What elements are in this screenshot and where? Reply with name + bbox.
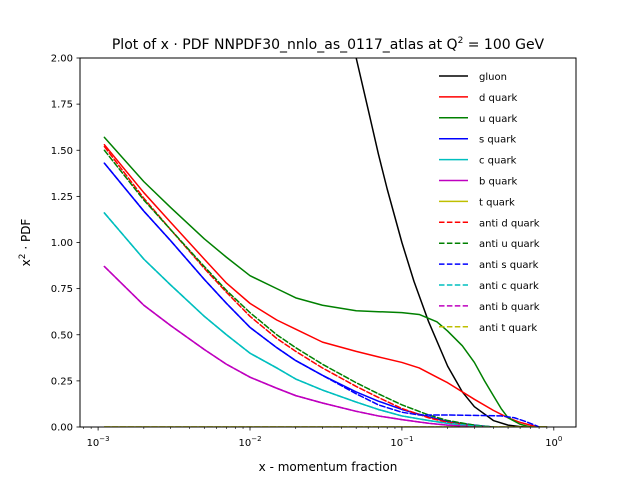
y-tick-label: 0.25 <box>51 376 73 387</box>
legend-entry-c-quark: c quark <box>439 156 517 167</box>
chart-title-superscript: 2 <box>458 36 464 46</box>
series-layer <box>103 58 548 427</box>
chart-title-main: Plot of x · PDF NNPDF30_nnlo_as_0117_atl… <box>112 37 458 53</box>
x-tick-label: 10−3 <box>87 435 110 449</box>
x-tick-label-base: 10 <box>238 438 251 449</box>
legend-entry-t-quark: t quark <box>439 197 515 208</box>
y-tick-label: 2.00 <box>51 54 73 65</box>
y-axis-title: x2 · PDF <box>18 219 33 267</box>
x-tick-label: 10−1 <box>390 435 413 449</box>
legend-label: anti t quark <box>479 323 537 334</box>
legend-entry-u-quark: u quark <box>439 114 517 125</box>
legend-entry-anti-d-quark: anti d quark <box>439 218 540 229</box>
series-line-anti-b-quark <box>103 265 476 427</box>
x-tick-label: 10−2 <box>238 435 261 449</box>
legend-label: c quark <box>479 156 517 167</box>
chart-title-tail: = 100 GeV <box>463 37 544 53</box>
legend-label: u quark <box>479 114 517 125</box>
y-tick-label: 1.00 <box>51 238 73 249</box>
legend-entry-d-quark: d quark <box>439 93 517 104</box>
x-tick-label-exponent: −3 <box>99 435 109 443</box>
y-axis-title-tail: · PDF <box>19 219 33 254</box>
plot-frame <box>79 57 577 428</box>
legend-label: anti d quark <box>479 218 540 229</box>
x-tick-label-base: 10 <box>545 438 558 449</box>
x-tick-label-exponent: 0 <box>558 435 562 443</box>
legend-label: t quark <box>479 197 515 208</box>
x-tick-label-exponent: −2 <box>251 435 261 443</box>
legend-entry-s-quark: s quark <box>439 135 516 146</box>
x-axis-title: x - momentum fraction <box>259 460 398 474</box>
x-tick-label-exponent: −1 <box>403 435 413 443</box>
legend-entry-gluon: gluon <box>439 72 507 83</box>
plot-area <box>80 58 576 427</box>
legend-entry-anti-c-quark: anti c quark <box>439 281 539 292</box>
series-line-anti-u-quark <box>103 149 495 427</box>
legend-label: anti u quark <box>479 239 540 250</box>
legend-entry-anti-s-quark: anti s quark <box>439 260 539 271</box>
series-line-anti-s-quark <box>103 162 540 427</box>
legend-label: s quark <box>479 135 516 146</box>
y-axis-ticks: 0.00 0.25 0.50 0.75 1.00 1.25 1.50 1.75 2.00 <box>51 54 80 434</box>
y-axis-title-main: x <box>19 259 33 266</box>
legend-label: anti s quark <box>479 260 539 271</box>
series-line-anti-c-quark <box>103 212 495 427</box>
legend-label: anti c quark <box>479 281 539 292</box>
legend-label: gluon <box>479 72 507 83</box>
legend-entry-anti-t-quark: anti t quark <box>439 323 537 334</box>
y-tick-label: 0.75 <box>51 284 73 295</box>
legend-label: b quark <box>479 177 517 188</box>
y-tick-label: 1.50 <box>51 146 73 157</box>
legend: gluon d quark u quark s quark c quark b quark… <box>439 72 540 334</box>
y-tick-label: 1.25 <box>51 192 73 203</box>
x-tick-label-base: 10 <box>390 438 403 449</box>
legend-entry-b-quark: b quark <box>439 177 517 188</box>
y-axis-title-superscript: 2 <box>18 253 28 259</box>
legend-entry-anti-b-quark: anti b quark <box>439 302 540 313</box>
legend-entry-anti-u-quark: anti u quark <box>439 239 540 250</box>
chart-title: Plot of x · PDF NNPDF30_nnlo_as_0117_atl… <box>112 36 545 53</box>
series-line-u-quark <box>103 136 532 427</box>
y-tick-label: 1.75 <box>51 100 73 111</box>
x-tick-label-base: 10 <box>87 438 100 449</box>
legend-label: anti b quark <box>479 302 540 313</box>
x-axis-ticks: 10−3 10−2 10−1 100 <box>83 427 562 449</box>
series-line-gluon <box>355 58 548 427</box>
y-tick-label: 0.50 <box>51 330 73 341</box>
y-tick-label: 0.00 <box>51 423 73 434</box>
series-line-d-quark <box>103 143 540 427</box>
legend-label: d quark <box>479 93 517 104</box>
x-tick-label: 100 <box>545 435 562 449</box>
